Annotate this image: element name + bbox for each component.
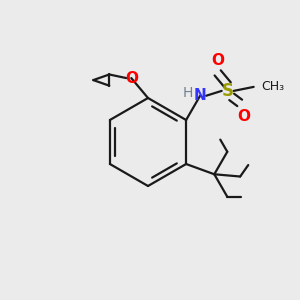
Text: O: O: [125, 70, 138, 86]
Text: CH₃: CH₃: [262, 80, 285, 93]
Text: O: O: [237, 110, 250, 124]
Text: O: O: [211, 53, 224, 68]
Text: N: N: [194, 88, 206, 103]
Text: H: H: [183, 86, 193, 100]
Text: S: S: [222, 82, 234, 100]
